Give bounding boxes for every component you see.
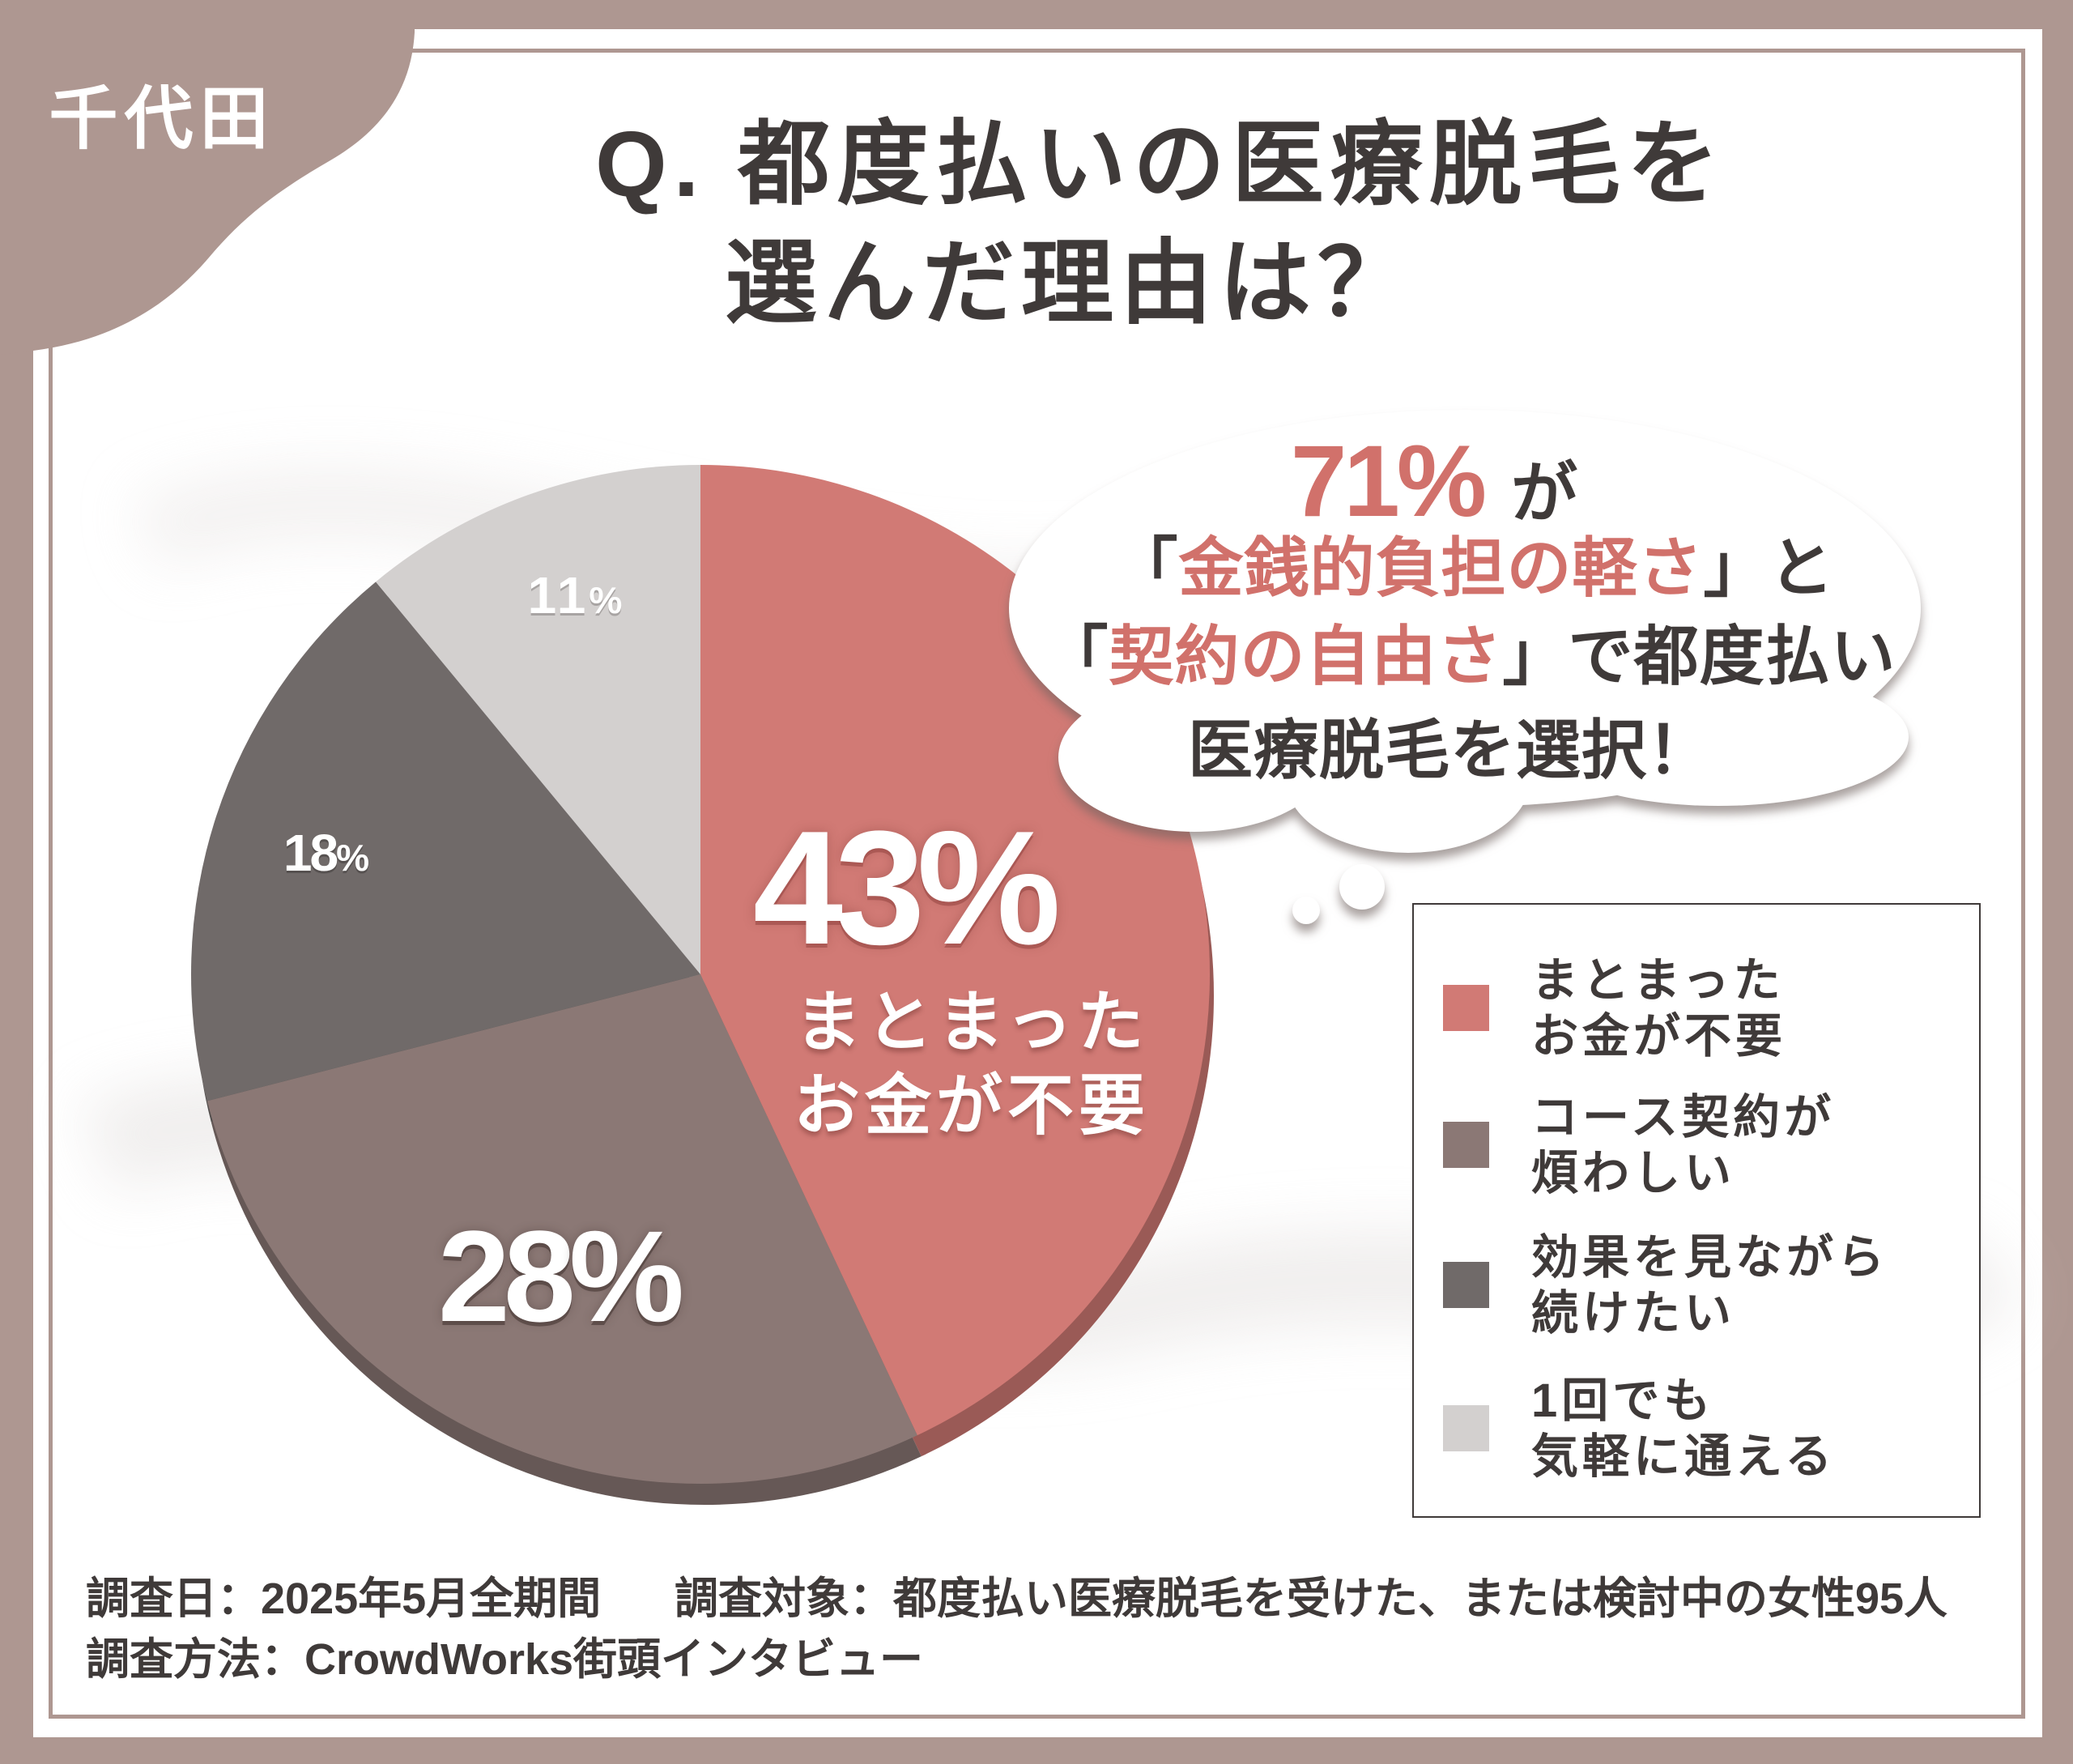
legend-item-3: 1回でも 気軽に通える <box>1414 1373 1979 1485</box>
survey-date: 調査日：2025年5月全期間 <box>86 1574 602 1623</box>
slice-value-1: 28 <box>437 1204 576 1349</box>
slice-unit-2: % <box>336 837 370 879</box>
legend-item-0: まとまった お金が不要 <box>1414 952 1979 1064</box>
bubble-dot-large <box>1339 864 1385 910</box>
slice-value-2: 18 <box>283 824 338 882</box>
slice-unit-1: % <box>568 1204 684 1349</box>
legend-label-0: まとまった お金が不要 <box>1531 954 1787 1063</box>
bubble-line-3: 「契約の自由さ」で都度払い <box>984 616 1956 697</box>
slice-label-1: 28% <box>396 1204 720 1349</box>
slice-label-0: 43% <box>741 807 1065 969</box>
bubble-line-2-open: 「 <box>1113 532 1179 604</box>
slice-unit-0: % <box>917 798 1061 978</box>
bubble-line-2-accent: 金銭的負担の軽さ <box>1178 532 1704 604</box>
pie-slice-1 <box>206 974 917 1485</box>
bubble-line-2: 「金銭的負担の軽さ」と <box>988 528 1960 609</box>
legend: まとまった お金が不要 コース契約が 煩わしい 効果を見ながら 続けたい 1回で… <box>1412 903 1981 1518</box>
bubble-lobe-right <box>1528 668 1909 806</box>
inner-frame-border <box>49 49 2025 1719</box>
brand-label: 千代田 <box>49 81 275 158</box>
legend-label-3: 1回でも 気軽に通える <box>1531 1374 1837 1483</box>
bubble-percent: 71% <box>1290 425 1487 538</box>
survey-target: 調査対象：都度払い医療脱毛を受けた、または検討中の女性95人 <box>675 1574 1948 1623</box>
bubble-line-1-suffix: が <box>1511 457 1578 530</box>
slice-label-3: 11% <box>494 563 656 628</box>
pie-slice-3 <box>376 465 700 974</box>
slice-value-3: 11 <box>527 566 590 624</box>
legend-swatch-1 <box>1443 1122 1489 1168</box>
corner-tab-shape <box>0 0 415 355</box>
legend-swatch-3 <box>1443 1405 1489 1451</box>
legend-label-2: 効果を見ながら 続けたい <box>1531 1231 1889 1340</box>
chart-title-line-2: 選んだ理由は？ <box>725 232 1417 335</box>
legend-swatch-2 <box>1443 1262 1489 1308</box>
bubble-lobe-bottom <box>1287 710 1530 853</box>
chart-title-line-1: Q. 都度払いの医療脱毛を <box>595 113 1726 216</box>
legend-label-1: コース契約が 煩わしい <box>1531 1091 1836 1199</box>
bubble-line-4: 医療脱毛を選択！ <box>1188 714 1713 786</box>
bubble-line-3-open: 「 <box>1043 620 1109 692</box>
slice-value-0: 43 <box>752 798 925 978</box>
slice-unit-3: % <box>589 579 623 621</box>
survey-method: 調査方法：CrowdWorks街頭インタビュー <box>86 1635 924 1684</box>
bubble-lobe-left <box>1058 683 1330 832</box>
legend-item-1: コース契約が 煩わしい <box>1414 1089 1979 1201</box>
legend-swatch-0 <box>1443 985 1489 1031</box>
slice-label-2: 18% <box>245 820 407 885</box>
thought-bubble <box>1009 410 1921 924</box>
bubble-dot-small <box>1292 897 1320 924</box>
bubble-line-2-close: 」と <box>1703 532 1835 604</box>
bubble-line-3-accent: 契約の自由さ <box>1109 620 1503 692</box>
bubble-line-3-close: 」で都度払い <box>1502 620 1896 692</box>
pie-slice-2 <box>190 582 700 1101</box>
bubble-line-1: 71% が <box>948 425 1920 539</box>
legend-item-2: 効果を見ながら 続けたい <box>1414 1229 1979 1341</box>
slice-callout-0: まとまった お金が不要 <box>793 986 1150 1143</box>
